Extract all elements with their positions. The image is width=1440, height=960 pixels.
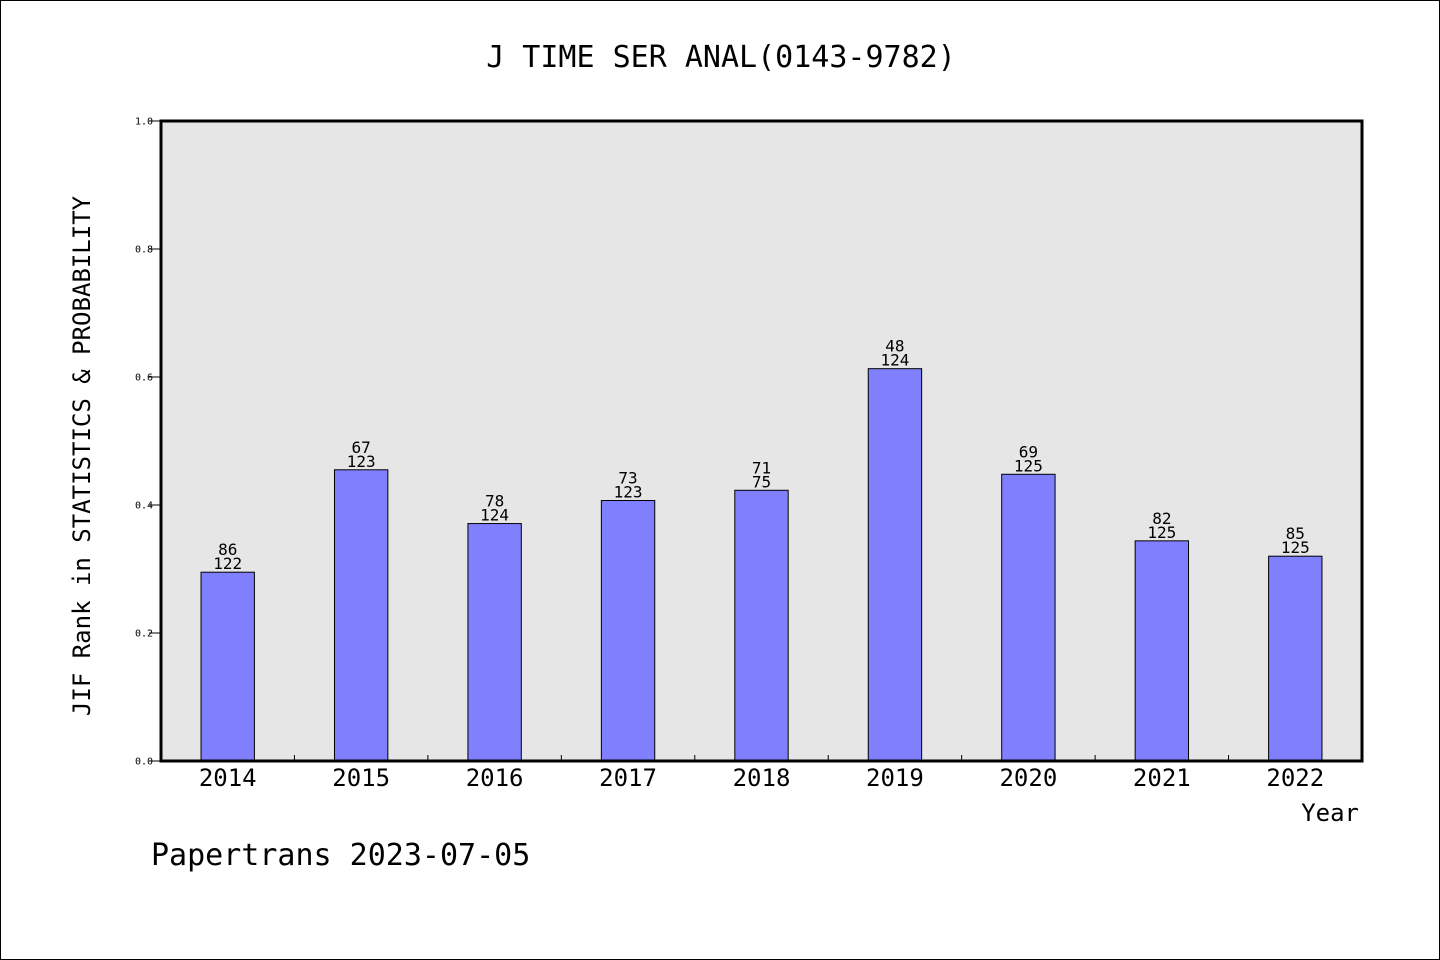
bar-rank-label: 85	[1286, 524, 1305, 543]
bar-total-label: 124	[880, 351, 909, 370]
x-tick-label: 2015	[332, 764, 390, 792]
x-tick-label: 2020	[999, 764, 1057, 792]
bar-2021	[1134, 540, 1190, 762]
bar-rank-label: 73	[618, 469, 637, 488]
x-axis: 2014 2015 2016 2017 2018 2019 2020 2021 2022	[199, 755, 1324, 792]
bar-total-label: 125	[1014, 456, 1043, 475]
bar-rank-label: 82	[1152, 509, 1171, 528]
bar-rank-label: 86	[218, 540, 237, 559]
bar-total-label: 75	[752, 472, 771, 491]
y-tick-label: 1.0	[135, 117, 153, 128]
bars-group	[200, 368, 1323, 762]
bar-total-label: 125	[1147, 523, 1176, 542]
bar-2014	[200, 571, 255, 762]
y-tick-label: 0.4	[135, 501, 153, 512]
bar-2016	[467, 523, 522, 762]
x-tick-label: 2016	[466, 764, 524, 792]
bar-rank-label: 71	[752, 458, 771, 477]
y-tick-label: 0.0	[135, 757, 153, 768]
x-axis-label: Year	[1301, 799, 1359, 827]
y-tick-label: 0.8	[135, 245, 153, 256]
bar-total-label: 123	[614, 483, 643, 502]
plot-frame	[159, 119, 1364, 763]
bar-total-label: 125	[1281, 538, 1310, 557]
bar-rank-label: 48	[885, 337, 904, 356]
y-tick-label: 0.6	[135, 373, 153, 384]
bar-total-label: 123	[347, 452, 376, 471]
y-tick-label: 0.2	[135, 629, 153, 640]
bar-2017	[600, 500, 656, 762]
footer-date-stamp: Papertrans 2023-07-05	[151, 838, 530, 873]
bar-rank-label: 69	[1019, 442, 1038, 461]
x-tick-label: 2022	[1266, 764, 1324, 792]
y-axis: 0.0 0.2 0.4 0.6 0.8 1.0	[135, 117, 161, 768]
bar-2015	[333, 469, 389, 762]
bar-rank-label: 67	[352, 438, 371, 457]
chart-title: J TIME SER ANAL(0143-9782)	[486, 40, 956, 75]
bar-2018	[734, 489, 789, 762]
bar-2020	[1001, 473, 1056, 762]
bar-2019	[867, 368, 923, 762]
bar-rank-label: 78	[485, 492, 504, 511]
bar-total-label: 122	[213, 554, 242, 573]
x-tick-label: 2014	[199, 764, 257, 792]
x-tick-label: 2018	[733, 764, 791, 792]
x-tick-label: 2019	[866, 764, 924, 792]
bar-2022	[1268, 555, 1323, 762]
x-tick-label: 2017	[599, 764, 657, 792]
bar-total-label: 124	[480, 506, 509, 525]
y-axis-label: JIF Rank in STATISTICS & PROBABILITY	[68, 195, 96, 716]
x-tick-label: 2021	[1133, 764, 1191, 792]
